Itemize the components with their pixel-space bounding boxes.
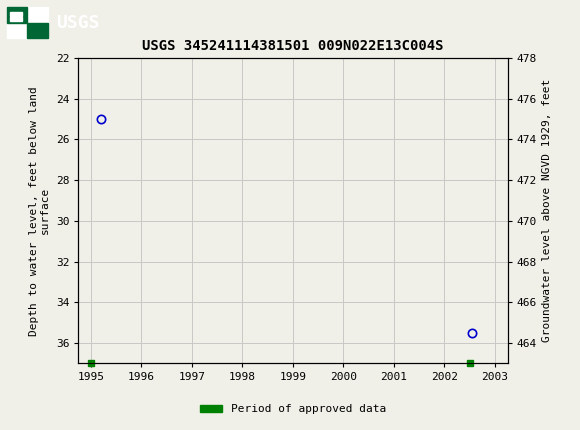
Title: USGS 345241114381501 009N022E13C004S: USGS 345241114381501 009N022E13C004S — [142, 39, 444, 53]
Text: USGS: USGS — [56, 14, 100, 31]
Bar — [7, 7, 27, 22]
Y-axis label: Groundwater level above NGVD 1929, feet: Groundwater level above NGVD 1929, feet — [542, 79, 552, 342]
Bar — [27, 22, 48, 38]
Y-axis label: Depth to water level, feet below land
surface: Depth to water level, feet below land su… — [28, 86, 50, 335]
Legend: Period of approved data: Period of approved data — [195, 400, 390, 419]
Bar — [10, 17, 22, 21]
Bar — [10, 12, 22, 15]
Bar — [7, 7, 48, 38]
